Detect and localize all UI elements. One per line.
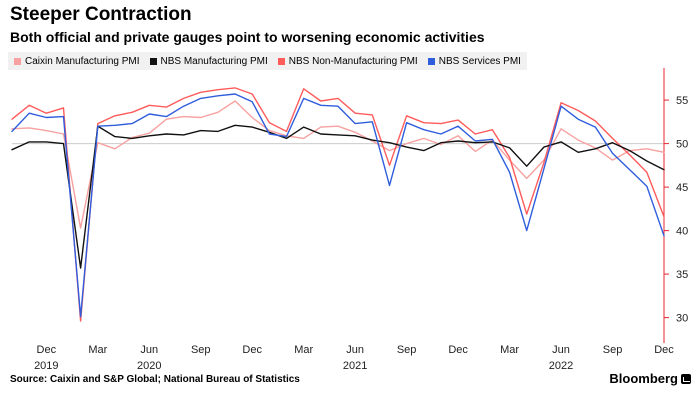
legend-swatch-nbs-manufacturing	[149, 57, 157, 65]
y-tick-label: 55	[676, 95, 688, 107]
x-tick-label: Jun	[346, 344, 364, 356]
y-tick-label: 50	[676, 139, 688, 151]
series-line-nbs-non-manufacturing-pmi	[11, 87, 665, 322]
legend-label: Caixin Manufacturing PMI	[25, 55, 140, 67]
x-tick-label: Mar	[500, 344, 519, 356]
series-line-caixin-manufacturing-pmi	[11, 100, 665, 229]
x-tick-label: Dec	[37, 344, 57, 356]
x-tick-label: Jun	[140, 344, 158, 356]
x-tick-year-label: 2022	[549, 360, 573, 372]
legend-swatch-nbs-services	[427, 57, 435, 65]
brand-label: Bloomberg	[609, 371, 678, 386]
legend-swatch-nbs-non-manufacturing	[277, 57, 285, 65]
chart-subtitle: Both official and private gauges point t…	[10, 29, 485, 45]
legend-label: NBS Services PMI	[438, 55, 521, 67]
legend-item-nbs-non-manufacturing: NBS Non-Manufacturing PMI	[277, 55, 418, 67]
legend-swatch-caixin-manufacturing	[14, 57, 21, 65]
x-tick-label: Dec	[654, 344, 674, 356]
x-tick-label: Dec	[448, 344, 468, 356]
x-tick-label: Dec	[242, 344, 262, 356]
x-tick-label: Jun	[552, 344, 570, 356]
series-line-nbs-manufacturing-pmi	[11, 124, 665, 269]
legend-label: NBS Non-Manufacturing PMI	[288, 55, 418, 67]
chart-legend: Caixin Manufacturing PMI NBS Manufacturi…	[8, 52, 527, 70]
x-tick-label: Sep	[397, 344, 417, 356]
x-tick-year-label: 2019	[34, 360, 58, 372]
legend-label: NBS Manufacturing PMI	[160, 55, 268, 67]
bloomberg-logo: Bloomberg	[609, 371, 691, 386]
legend-item-caixin-manufacturing: Caixin Manufacturing PMI	[14, 56, 140, 67]
x-tick-label: Mar	[294, 344, 313, 356]
chart-title: Steeper Contraction	[10, 4, 192, 25]
chart-icon	[681, 373, 691, 384]
x-tick-year-label: 2020	[137, 360, 161, 372]
x-tick-year-label: 2021	[343, 360, 367, 372]
y-tick-label: 35	[676, 269, 688, 281]
legend-item-nbs-manufacturing: NBS Manufacturing PMI	[149, 55, 268, 67]
x-tick-label: Sep	[191, 344, 211, 356]
series-line-nbs-services-pmi	[11, 93, 665, 318]
y-tick-label: 30	[676, 313, 688, 325]
source-note: Source: Caixin and S&P Global; National …	[10, 374, 300, 385]
legend-item-nbs-services: NBS Services PMI	[427, 55, 521, 67]
x-tick-label: Sep	[603, 344, 623, 356]
y-tick-label: 45	[676, 182, 688, 194]
x-tick-label: Mar	[88, 344, 107, 356]
y-tick-label: 40	[676, 226, 688, 238]
